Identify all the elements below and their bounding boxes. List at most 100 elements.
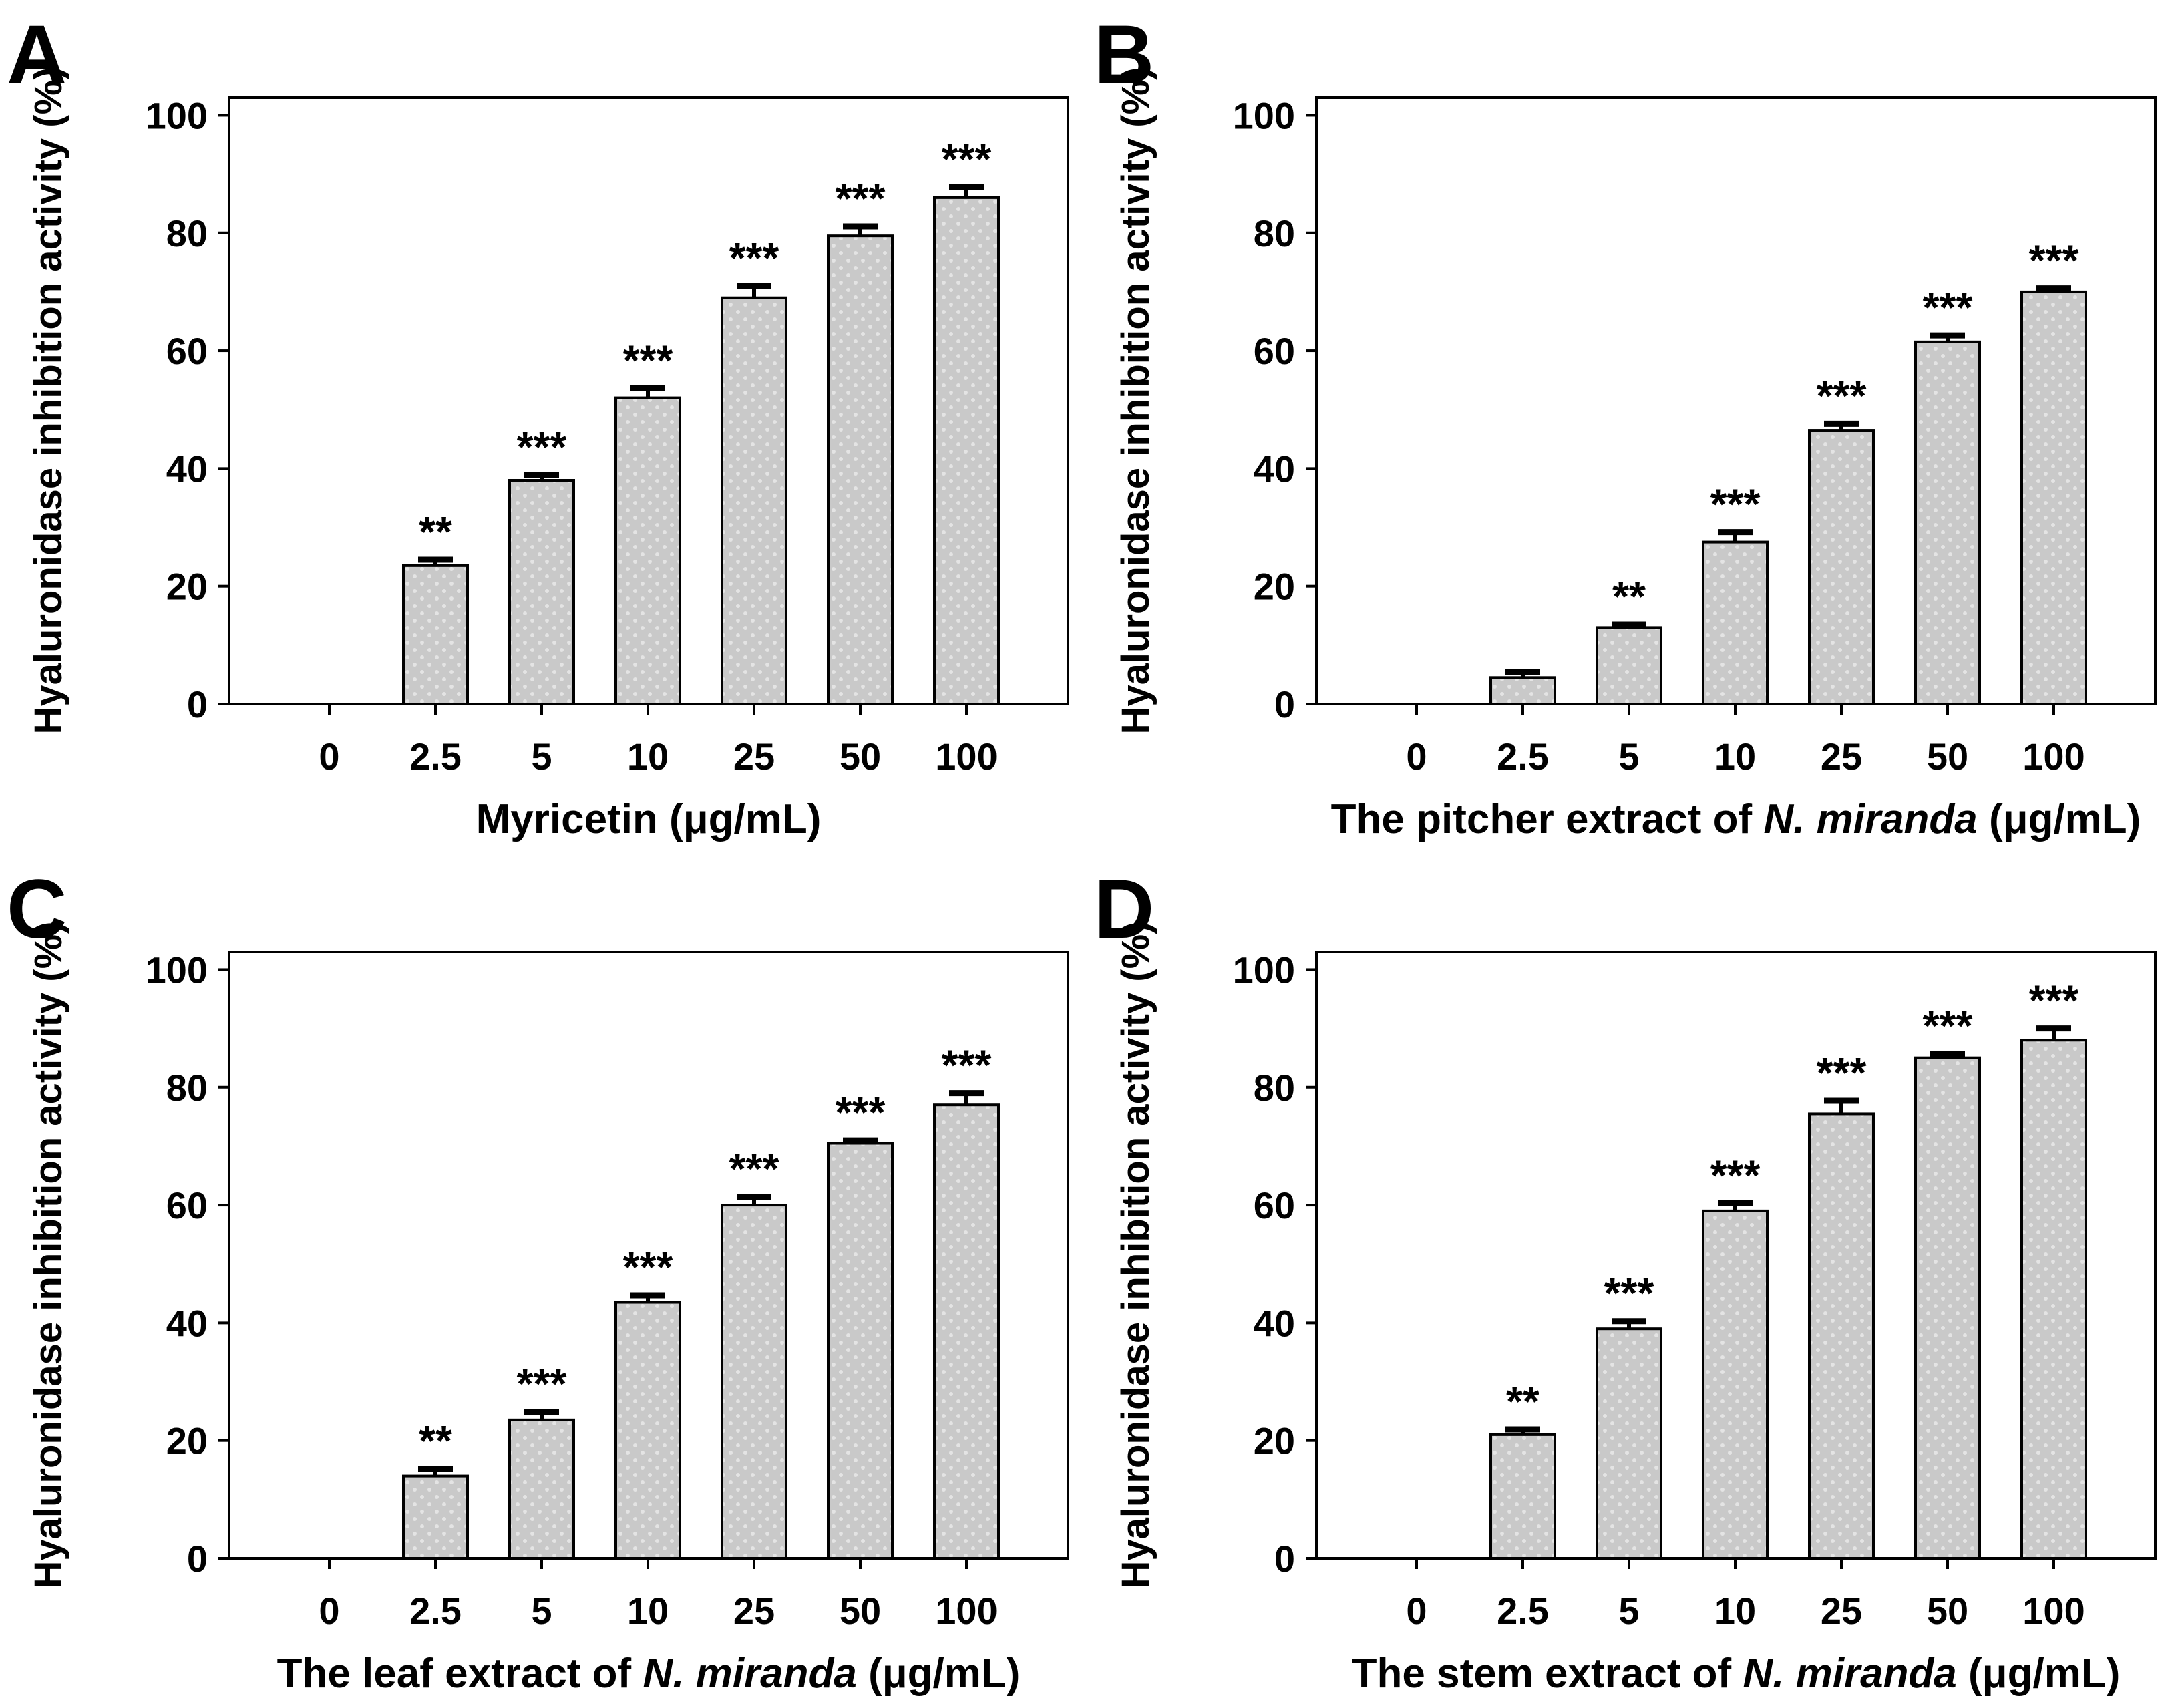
y-tick-label: 0: [187, 1538, 208, 1580]
significance-label: ***: [2029, 236, 2079, 285]
significance-label: ***: [836, 1088, 886, 1136]
bar: [933, 1103, 1000, 1560]
y-tick-label: 0: [187, 683, 208, 725]
bar: [1808, 1112, 1875, 1560]
y-tick-label: 40: [1254, 448, 1295, 490]
significance-label: ***: [1923, 283, 1973, 331]
x-tick-label: 100: [935, 1590, 997, 1632]
x-axis-title: The stem extract of N. miranda (μg/mL): [1352, 1651, 2121, 1697]
x-tick-label: 25: [1821, 1590, 1862, 1632]
y-tick-label: 60: [166, 1184, 208, 1226]
y-tick-label: 20: [166, 1420, 208, 1462]
x-tick-label: 0: [1406, 1590, 1427, 1632]
significance-label: ***: [517, 423, 567, 471]
x-tick-label: 10: [1714, 1590, 1756, 1632]
y-tick-label: 40: [1254, 1302, 1295, 1344]
x-axis-title: The pitcher extract of N. miranda (μg/mL…: [1331, 796, 2141, 842]
bar: [1596, 1327, 1662, 1560]
y-axis-title: Hyaluronidase inhibition activity (%): [27, 921, 70, 1588]
x-tick-label: 25: [733, 1590, 775, 1632]
bar: [827, 234, 894, 705]
bar: [721, 1204, 787, 1560]
y-tick-label: 20: [1254, 566, 1295, 608]
y-tick-label: 60: [1254, 330, 1295, 372]
significance-label: **: [1506, 1377, 1539, 1425]
x-tick-label: 2.5: [409, 735, 462, 778]
bar: [1702, 540, 1769, 705]
bar: [1489, 1433, 1556, 1560]
x-tick-label: 0: [319, 735, 339, 778]
y-tick-label: 40: [166, 448, 208, 490]
panel-letter: B: [1094, 9, 1154, 102]
y-tick-label: 0: [1274, 683, 1295, 725]
x-tick-label: 10: [627, 735, 669, 778]
bar: [721, 296, 787, 705]
bar: [1596, 626, 1662, 706]
panel-letter: C: [7, 863, 67, 956]
significance-label: ***: [942, 135, 992, 183]
bar: [2020, 1039, 2087, 1560]
y-tick-label: 60: [1254, 1184, 1295, 1226]
x-tick-label: 100: [935, 735, 997, 778]
x-tick-label: 25: [1821, 735, 1862, 778]
bar: [614, 1301, 681, 1560]
x-tick-label: 10: [627, 1590, 669, 1632]
y-tick-label: 80: [1254, 1067, 1295, 1109]
panel-letter: D: [1094, 863, 1154, 956]
x-tick-label: 10: [1714, 735, 1756, 778]
y-tick-label: 40: [166, 1302, 208, 1344]
y-tick-label: 100: [1233, 949, 1295, 991]
x-tick-label: 5: [1618, 735, 1639, 778]
x-tick-label: 2.5: [409, 1590, 462, 1632]
bar: [2020, 290, 2087, 706]
bar: [1808, 429, 1875, 706]
bar: [1702, 1209, 1769, 1560]
y-axis-title: Hyaluronidase inhibition activity (%): [1114, 67, 1157, 734]
significance-label: ***: [1817, 1049, 1867, 1097]
significance-label: **: [1612, 572, 1646, 621]
significance-label: ***: [2029, 977, 2079, 1025]
y-tick-label: 80: [166, 212, 208, 254]
bar: [827, 1142, 894, 1560]
significance-label: ***: [729, 234, 779, 282]
significance-label: ***: [1710, 480, 1761, 528]
bar: [1914, 1056, 1981, 1560]
y-tick-label: 60: [166, 330, 208, 372]
significance-label: ***: [1604, 1269, 1654, 1317]
significance-label: ***: [729, 1145, 779, 1193]
significance-label: ***: [517, 1359, 567, 1407]
significance-label: ***: [623, 336, 673, 384]
y-tick-label: 100: [1233, 94, 1295, 136]
significance-label: ***: [1710, 1151, 1761, 1199]
x-tick-label: 50: [1927, 735, 1968, 778]
y-tick-label: 20: [166, 566, 208, 608]
x-tick-label: 100: [2022, 1590, 2085, 1632]
panel-letter: A: [7, 9, 67, 102]
x-tick-label: 50: [840, 735, 881, 778]
y-tick-label: 100: [146, 949, 208, 991]
bar: [1489, 676, 1556, 705]
y-tick-label: 20: [1254, 1420, 1295, 1462]
y-tick-label: 100: [146, 94, 208, 136]
x-tick-label: 50: [1927, 1590, 1968, 1632]
significance-label: **: [419, 508, 452, 556]
x-axis-title: Myricetin (μg/mL): [476, 796, 822, 842]
x-tick-label: 0: [1406, 735, 1427, 778]
significance-label: ***: [836, 174, 886, 222]
significance-label: ***: [942, 1041, 992, 1089]
bar: [402, 564, 469, 706]
y-axis-title: Hyaluronidase inhibition activity (%): [27, 67, 70, 734]
bar: [933, 196, 1000, 705]
x-tick-label: 0: [319, 1590, 339, 1632]
y-tick-label: 80: [1254, 212, 1295, 254]
y-tick-label: 0: [1274, 1538, 1295, 1580]
bar: [1914, 340, 1981, 705]
significance-label: **: [419, 1417, 452, 1465]
significance-label: ***: [1923, 1002, 1973, 1050]
x-tick-label: 25: [733, 735, 775, 778]
bar: [614, 396, 681, 705]
significance-label: ***: [1817, 371, 1867, 419]
